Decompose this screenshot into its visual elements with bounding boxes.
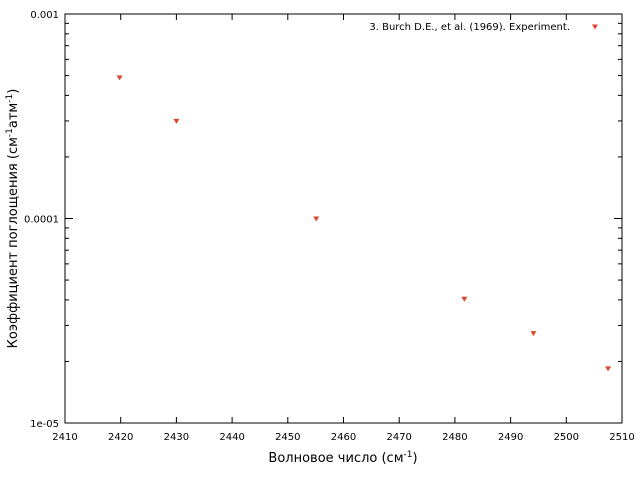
y-tick-label: 1e-05 [30,419,59,430]
legend-label: 3. Burch D.E., et al. (1969). Experiment… [369,22,570,33]
y-tick-label: 0.001 [30,10,59,21]
data-points [116,75,612,372]
data-point [173,118,180,124]
x-tick-label: 2500 [554,432,579,443]
data-point [461,296,468,302]
legend-marker [592,24,598,30]
x-tick-label: 2410 [52,432,77,443]
x-tick-label: 2420 [108,432,133,443]
x-tick-label: 2510 [609,432,634,443]
x-tick-label: 2480 [442,432,467,443]
x-tick-label: 2470 [386,432,411,443]
data-point [530,331,537,337]
x-tick-label: 2450 [275,432,300,443]
x-axis-ticks: 2410 2420 2430 2440 2450 2460 2470 2480 2490 2500… [52,14,635,443]
legend: 3. Burch D.E., et al. (1969). Experiment… [369,22,598,33]
plot-frame [64,13,623,424]
data-point [116,75,123,81]
x-tick-label: 2460 [331,432,356,443]
y-axis-ticks: 1e-05 0.0001 0.001 [24,10,622,430]
y-axis-title: Коэффициент поглощения (см-1атм-1) [5,89,21,349]
y-tick-label: 0.0001 [24,215,59,226]
data-point [313,216,320,222]
x-tick-label: 2490 [498,432,523,443]
x-tick-label: 2430 [164,432,189,443]
data-point [605,366,612,372]
x-tick-label: 2440 [219,432,244,443]
x-axis-title: Волновое число (см-1) [268,450,417,466]
